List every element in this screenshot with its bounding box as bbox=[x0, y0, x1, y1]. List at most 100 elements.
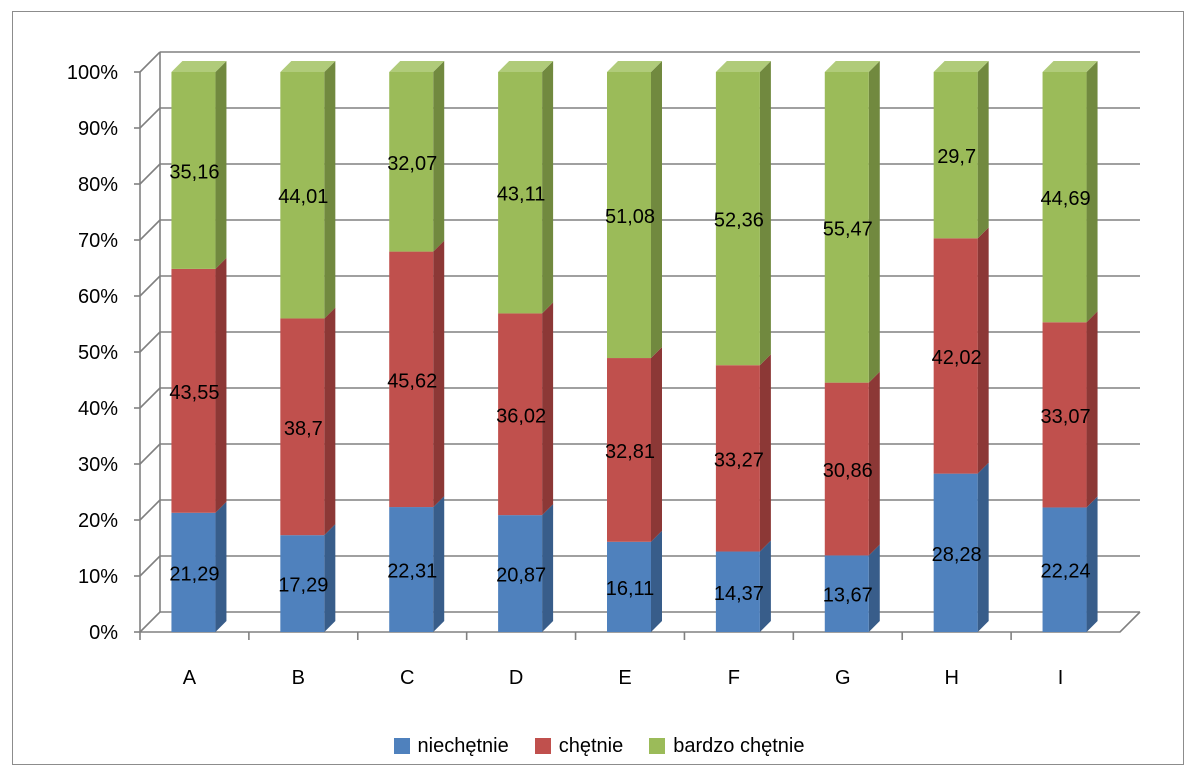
bar-side bbox=[324, 307, 336, 536]
bar-side bbox=[868, 544, 880, 632]
x-tick-label: D bbox=[509, 667, 523, 689]
gridline-slant bbox=[139, 107, 161, 129]
y-tick-label: 0% bbox=[89, 622, 118, 644]
bar-top bbox=[824, 61, 880, 72]
bar-side bbox=[651, 61, 662, 359]
bar bbox=[607, 541, 651, 632]
x-tick-label: H bbox=[944, 667, 958, 689]
data-label: 29,7 bbox=[937, 146, 976, 168]
bar bbox=[280, 72, 325, 319]
data-label: 32,81 bbox=[605, 441, 655, 463]
legend-item-chetnie: chętnie bbox=[534, 734, 624, 758]
legend-label: bardzo chętnie bbox=[673, 734, 805, 757]
bar-side bbox=[651, 530, 662, 632]
data-label: 36,02 bbox=[496, 405, 546, 427]
gridline-slant bbox=[139, 275, 161, 297]
x-tick-label: F bbox=[728, 667, 740, 689]
bar-side bbox=[215, 257, 227, 513]
bar-side bbox=[977, 462, 989, 632]
data-label: 17,29 bbox=[278, 575, 328, 597]
data-label: 30,86 bbox=[823, 460, 873, 482]
bar-side bbox=[433, 496, 445, 632]
x-tick-label: G bbox=[835, 667, 851, 689]
bar-side bbox=[215, 61, 227, 269]
y-tick-label: 90% bbox=[78, 118, 118, 140]
bar-side bbox=[433, 61, 445, 252]
bar-top bbox=[171, 61, 227, 72]
data-label: 33,27 bbox=[714, 449, 764, 471]
bar bbox=[1042, 72, 1087, 323]
bar-top bbox=[1042, 61, 1098, 72]
y-tick-label: 20% bbox=[78, 510, 118, 532]
bar bbox=[824, 382, 869, 556]
gridline-slant bbox=[139, 163, 161, 185]
bar bbox=[171, 72, 216, 269]
bar bbox=[389, 507, 434, 632]
gridline-slant bbox=[139, 611, 161, 633]
bar-side bbox=[651, 347, 662, 542]
bar bbox=[607, 358, 651, 542]
x-tick-label: B bbox=[292, 667, 305, 689]
bar-top bbox=[280, 61, 336, 72]
bar bbox=[389, 251, 434, 508]
data-label: 16,11 bbox=[606, 578, 655, 600]
gridline-slant bbox=[139, 499, 161, 521]
bar bbox=[280, 535, 325, 632]
legend-item-bardzo-chetnie: bardzo chętnie bbox=[649, 735, 804, 758]
data-label: 22,31 bbox=[387, 561, 437, 583]
bar bbox=[824, 555, 869, 632]
bar bbox=[1042, 507, 1087, 632]
bar bbox=[933, 473, 978, 632]
data-label: 20,87 bbox=[496, 565, 546, 587]
data-label: 52,36 bbox=[714, 210, 764, 232]
data-label: 43,11 bbox=[497, 184, 546, 206]
bar-side bbox=[977, 61, 989, 239]
legend-swatch-icon bbox=[534, 738, 551, 754]
data-label: 43,55 bbox=[169, 382, 219, 404]
data-label: 28,28 bbox=[932, 544, 982, 566]
x-tick-label: C bbox=[400, 667, 414, 689]
data-label: 45,62 bbox=[387, 370, 437, 392]
y-tick-label: 30% bbox=[78, 454, 118, 476]
bar-side bbox=[324, 524, 336, 632]
gridline-slant bbox=[139, 51, 161, 73]
bar-side bbox=[542, 302, 554, 516]
y-tick-label: 60% bbox=[78, 286, 118, 308]
data-label: 35,16 bbox=[169, 161, 219, 183]
legend-swatch-icon bbox=[649, 738, 666, 754]
data-label: 33,07 bbox=[1041, 406, 1091, 428]
legend-swatch-icon bbox=[393, 738, 410, 754]
bar bbox=[498, 515, 543, 632]
bar bbox=[715, 365, 760, 552]
y-tick-label: 100% bbox=[67, 62, 118, 84]
bar bbox=[607, 72, 651, 359]
gridline-slant bbox=[139, 219, 161, 241]
legend-label: niechętnie bbox=[417, 734, 509, 757]
legend-label: chętnie bbox=[558, 734, 624, 757]
bar bbox=[498, 72, 543, 314]
data-label: 13,67 bbox=[823, 585, 873, 607]
y-tick-label: 70% bbox=[78, 230, 118, 252]
bar bbox=[171, 512, 216, 632]
y-tick-label: 40% bbox=[78, 398, 118, 420]
bar bbox=[933, 238, 978, 474]
data-label: 22,24 bbox=[1041, 561, 1091, 583]
bar-top bbox=[607, 61, 662, 72]
bar bbox=[715, 72, 760, 366]
bar-side bbox=[1086, 496, 1098, 632]
y-tick-label: 10% bbox=[78, 566, 118, 588]
x-tick-label: A bbox=[183, 667, 197, 689]
gridline-slant bbox=[139, 443, 161, 465]
bar-side bbox=[1086, 61, 1098, 323]
legend-item-niechetnie: niechętnie bbox=[393, 734, 509, 758]
data-labels: 21,29 43,55 35,16 17,29 38,7 44,01 22,31 45,62 3… bbox=[169, 146, 1090, 607]
bar-side bbox=[542, 61, 554, 314]
bar bbox=[280, 318, 325, 536]
y-axis: 0% 10% 20% 30% 40% 50% 60% 70% 80% 90% 100% A B C D E F G… bbox=[67, 62, 1141, 689]
bar-top bbox=[498, 61, 554, 72]
bar-side bbox=[1086, 311, 1098, 508]
bar bbox=[933, 72, 978, 239]
y-tick-label: 50% bbox=[78, 342, 118, 364]
bar-side bbox=[868, 371, 880, 556]
